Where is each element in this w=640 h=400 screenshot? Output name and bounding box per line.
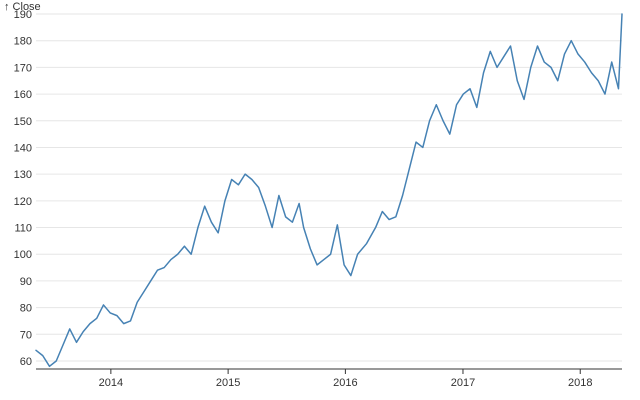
y-tick-label-170: 170 (14, 62, 32, 74)
y-tick-label-130: 130 (14, 169, 32, 181)
y-tick-label-190: 190 (14, 9, 32, 21)
y-axis-label: ↑ Close (4, 1, 41, 13)
y-tick-label-160: 160 (14, 89, 32, 101)
x-axis: 2014 2015 2016 2017 2018 (36, 368, 622, 389)
y-tick-label-90: 90 (20, 276, 32, 288)
horizontal-gridlines (36, 13, 622, 362)
y-tick-label-100: 100 (14, 249, 32, 261)
x-tick-label-2016: 2016 (333, 377, 357, 389)
y-tick-label-70: 70 (20, 329, 32, 341)
y-tick-label-80: 80 (20, 303, 32, 315)
y-axis: ↑ Close 60 70 80 90 100 110 120 130 140 150 160 170… (4, 1, 41, 368)
x-tick-label-2018: 2018 (568, 377, 592, 389)
x-tick-label-2015: 2015 (216, 377, 240, 389)
y-tick-label-60: 60 (20, 356, 32, 368)
y-tick-label-180: 180 (14, 36, 32, 48)
y-tick-label-120: 120 (14, 196, 32, 208)
series-group (35, 13, 623, 368)
y-tick-label-110: 110 (14, 223, 32, 235)
x-tick-label-2017: 2017 (451, 377, 475, 389)
series-line-close (35, 13, 623, 368)
x-tick-label-2014: 2014 (99, 377, 123, 389)
y-tick-label-150: 150 (14, 116, 32, 128)
y-tick-label-140: 140 (14, 142, 32, 154)
